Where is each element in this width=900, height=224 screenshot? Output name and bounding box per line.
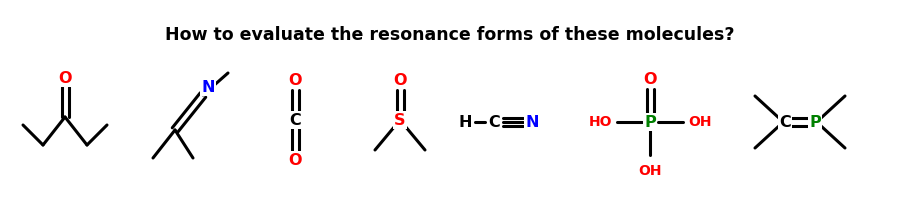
Text: How to evaluate the resonance forms of these molecules?: How to evaluate the resonance forms of t… xyxy=(166,26,734,44)
Text: S: S xyxy=(394,112,406,127)
Text: P: P xyxy=(809,114,821,129)
Text: P: P xyxy=(644,114,656,129)
Text: O: O xyxy=(288,153,302,168)
Text: C: C xyxy=(779,114,791,129)
Text: C: C xyxy=(289,112,301,127)
Text: N: N xyxy=(202,80,215,95)
Text: OH: OH xyxy=(638,164,662,178)
Text: OH: OH xyxy=(688,115,712,129)
Text: C: C xyxy=(488,114,500,129)
Text: O: O xyxy=(393,73,407,88)
Text: O: O xyxy=(58,71,72,86)
Text: N: N xyxy=(526,114,539,129)
Text: O: O xyxy=(288,73,302,88)
Text: HO: HO xyxy=(589,115,612,129)
Text: O: O xyxy=(644,71,657,86)
Text: H: H xyxy=(458,114,472,129)
